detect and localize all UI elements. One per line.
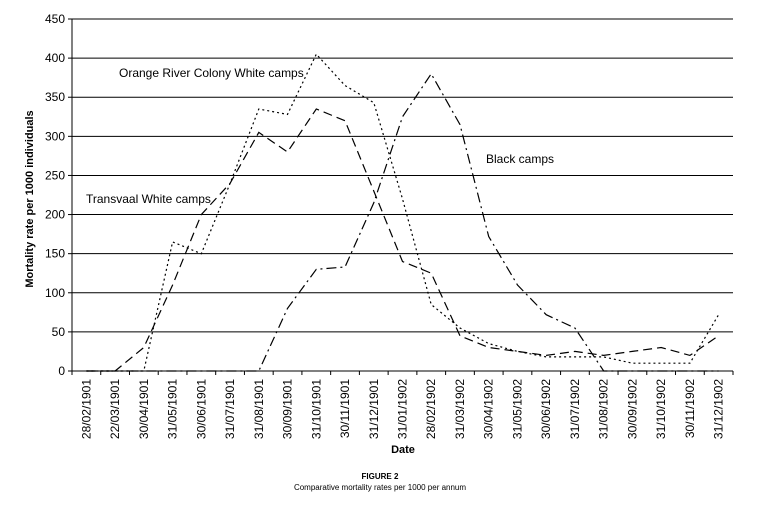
x-tick-label: 31/07/1902 [568,379,582,439]
gridlines [72,18,733,333]
y-tick-label: 100 [45,286,65,300]
y-tick-label: 200 [45,208,65,222]
y-tick-label: 0 [58,364,65,378]
x-tick-label: 31/08/1902 [597,379,611,439]
x-tick-label: 30/04/1902 [482,379,496,439]
x-tick-label: 30/11/1902 [683,379,697,438]
x-tick-label: 22/03/1901 [108,379,122,439]
y-tick-label: 150 [45,247,65,261]
x-tick-label: 31/01/1902 [396,379,410,439]
x-tick-label: 31/05/1901 [166,379,180,439]
axes: 0 50 100 150 200 250 300 350 400 450 28/02/1901 22/… [45,12,734,439]
x-tick-label: 30/09/1901 [281,379,295,439]
x-tick-label: 28/02/1902 [424,379,438,439]
y-axis-label: Mortality rate per 1000 individuals [24,110,36,287]
y-tick-label: 350 [45,90,65,104]
x-tick-label: 31/10/1902 [654,379,668,439]
x-tick-label: 31/05/1902 [510,379,524,439]
annotation-black-camps: Black camps [486,152,554,166]
x-tick-label: 31/08/1901 [252,379,266,439]
annotation-transvaal: Transvaal White camps [86,192,211,206]
y-tick-label: 400 [45,51,65,65]
y-tick-label: 250 [45,168,65,182]
series-line-1 [86,53,720,372]
x-tick-label: 31/07/1901 [223,379,237,439]
x-tick-label: 31/10/1901 [309,379,323,439]
x-tick-label: 30/11/1901 [338,379,352,438]
x-tick-label: 30/04/1901 [137,379,151,439]
series-lines [86,53,720,372]
y-tick-label: 450 [45,12,65,26]
series-line-3 [86,72,719,372]
x-axis-label: Date [391,444,415,456]
x-tick-label: 31/03/1902 [453,379,467,439]
y-tick-label: 50 [52,325,66,339]
x-tick-label: 30/06/1901 [194,379,208,439]
y-tick-label: 300 [45,129,65,143]
annotation-orange-river-colony: Orange River Colony White camps [119,66,304,80]
x-tick-label: 30/06/1902 [539,379,553,439]
x-tick-label: 31/12/1901 [367,379,381,439]
series-line-2 [86,108,719,372]
x-tick-label: 28/02/1901 [79,379,93,439]
mortality-line-chart: 0 50 100 150 200 250 300 350 400 450 28/02/1901 22/… [24,12,734,456]
x-tick-label: 30/09/1902 [625,379,639,439]
figure-title: FIGURE 2 [361,472,399,481]
x-tick-label: 31/12/1902 [712,379,726,439]
figure-subtitle: Comparative mortality rates per 1000 per… [293,483,467,492]
axis-labels: Mortality rate per 1000 individuals Date… [24,66,554,456]
